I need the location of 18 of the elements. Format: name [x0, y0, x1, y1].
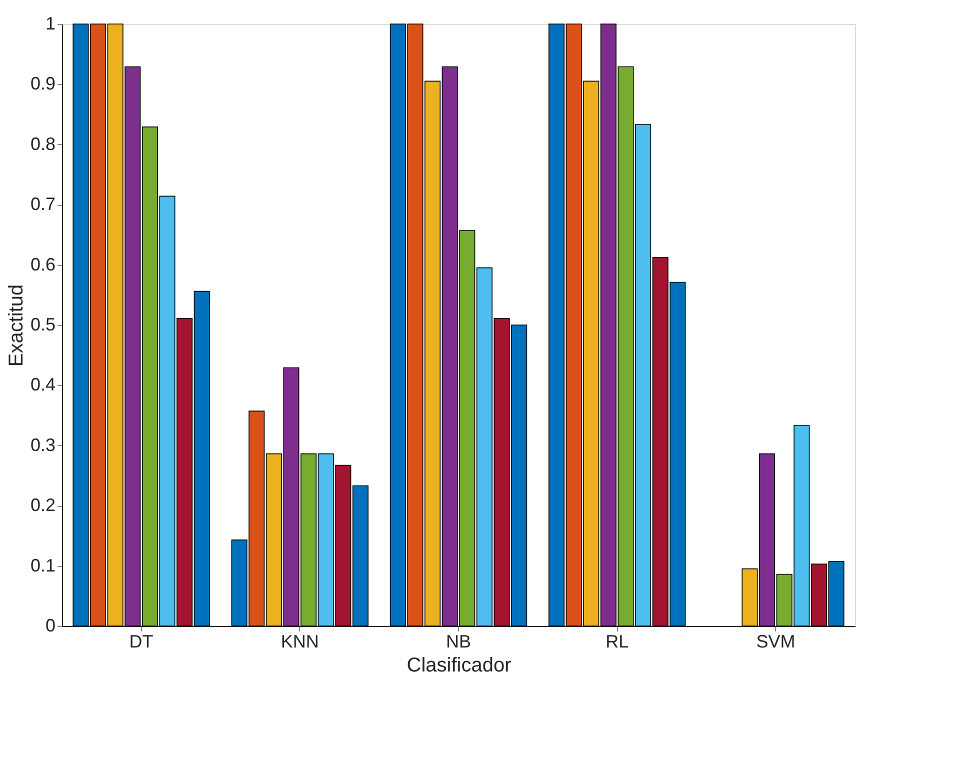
x-tick-label: NB: [446, 632, 472, 652]
x-tick-label: RL: [606, 632, 629, 652]
y-tick-label: 0.8: [30, 134, 56, 154]
y-tick-label: 0.3: [30, 434, 56, 455]
y-tick-label: 0.5: [30, 314, 56, 334]
x-tick-label: SVM: [756, 632, 796, 652]
y-tick-label: 0.6: [30, 254, 56, 274]
y-tick-label: 1: [45, 14, 56, 34]
x-tick-label: DT: [129, 632, 154, 652]
x-tick-label: KNN: [280, 632, 319, 652]
y-tick-label: 0.1: [30, 555, 56, 576]
y-tick-label: 0.2: [30, 495, 56, 516]
y-tick-label: 0.9: [30, 74, 56, 94]
x-axis-title: Clasificador: [406, 654, 512, 676]
y-tick-label: 0.7: [30, 194, 56, 214]
y-tick-label: 0: [45, 616, 56, 636]
y-tick-label: 0.4: [30, 374, 56, 395]
y-axis-title: Exactitud: [5, 284, 28, 367]
